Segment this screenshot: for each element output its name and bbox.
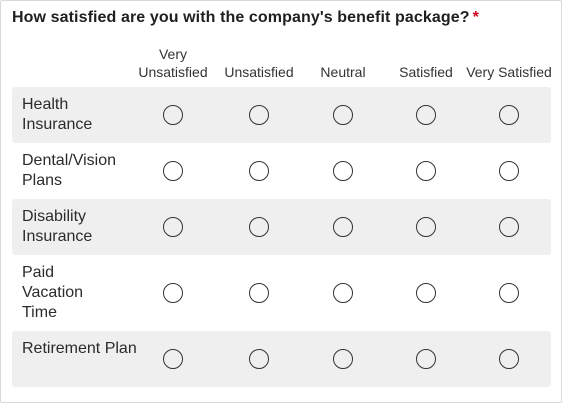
matrix-row-retirement-plan: Retirement Plan bbox=[12, 331, 551, 387]
matrix-row-dental-vision: Dental/Vision Plans bbox=[12, 143, 551, 199]
radio-health-neutral[interactable] bbox=[333, 105, 353, 125]
column-header-very-unsatisfied: Very Unsatisfied bbox=[128, 41, 218, 81]
radio-vacation-very-unsatisfied[interactable] bbox=[163, 283, 183, 303]
matrix-row-disability-insurance: Disability Insurance bbox=[12, 199, 551, 255]
radio-health-satisfied[interactable] bbox=[416, 105, 436, 125]
radio-retirement-very-unsatisfied[interactable] bbox=[163, 349, 183, 369]
column-header-label: Very Satisfied bbox=[466, 64, 552, 80]
radio-retirement-satisfied[interactable] bbox=[416, 349, 436, 369]
column-header-very-satisfied: Very Satisfied bbox=[464, 41, 554, 81]
radio-disability-neutral[interactable] bbox=[333, 217, 353, 237]
column-header-label: Very Unsatisfied bbox=[138, 46, 208, 80]
matrix-row-health-insurance: Health Insurance bbox=[12, 87, 551, 143]
column-header-neutral: Neutral bbox=[298, 41, 388, 81]
radio-dental-neutral[interactable] bbox=[333, 161, 353, 181]
row-label: Disability Insurance bbox=[22, 208, 93, 245]
column-header-label: Neutral bbox=[320, 64, 366, 80]
column-header-label: Satisfied bbox=[399, 64, 453, 80]
column-header-label: Unsatisfied bbox=[224, 64, 294, 80]
radio-vacation-very-satisfied[interactable] bbox=[499, 283, 519, 303]
radio-disability-very-unsatisfied[interactable] bbox=[163, 217, 183, 237]
radio-vacation-neutral[interactable] bbox=[333, 283, 353, 303]
radio-retirement-unsatisfied[interactable] bbox=[249, 349, 269, 369]
radio-dental-unsatisfied[interactable] bbox=[249, 161, 269, 181]
row-label: Retirement Plan bbox=[22, 340, 137, 357]
radio-dental-very-satisfied[interactable] bbox=[499, 161, 519, 181]
radio-health-unsatisfied[interactable] bbox=[249, 105, 269, 125]
question-title: How satisfied are you with the company's… bbox=[12, 9, 479, 27]
question-text: How satisfied are you with the company's… bbox=[12, 9, 470, 26]
radio-health-very-unsatisfied[interactable] bbox=[163, 105, 183, 125]
radio-dental-satisfied[interactable] bbox=[416, 161, 436, 181]
radio-dental-very-unsatisfied[interactable] bbox=[163, 161, 183, 181]
radio-retirement-neutral[interactable] bbox=[333, 349, 353, 369]
row-label: Paid Vacation Time bbox=[22, 264, 84, 321]
column-header-unsatisfied: Unsatisfied bbox=[214, 41, 304, 81]
radio-vacation-satisfied[interactable] bbox=[416, 283, 436, 303]
row-label: Health Insurance bbox=[22, 96, 93, 133]
radio-disability-very-satisfied[interactable] bbox=[499, 217, 519, 237]
radio-vacation-unsatisfied[interactable] bbox=[249, 283, 269, 303]
radio-health-very-satisfied[interactable] bbox=[499, 105, 519, 125]
column-header-satisfied: Satisfied bbox=[381, 41, 471, 81]
row-label: Dental/Vision Plans bbox=[22, 152, 116, 189]
radio-retirement-very-satisfied[interactable] bbox=[499, 349, 519, 369]
radio-disability-satisfied[interactable] bbox=[416, 217, 436, 237]
required-asterisk: * bbox=[472, 9, 479, 26]
radio-disability-unsatisfied[interactable] bbox=[249, 217, 269, 237]
matrix-row-paid-vacation: Paid Vacation Time bbox=[12, 255, 551, 331]
